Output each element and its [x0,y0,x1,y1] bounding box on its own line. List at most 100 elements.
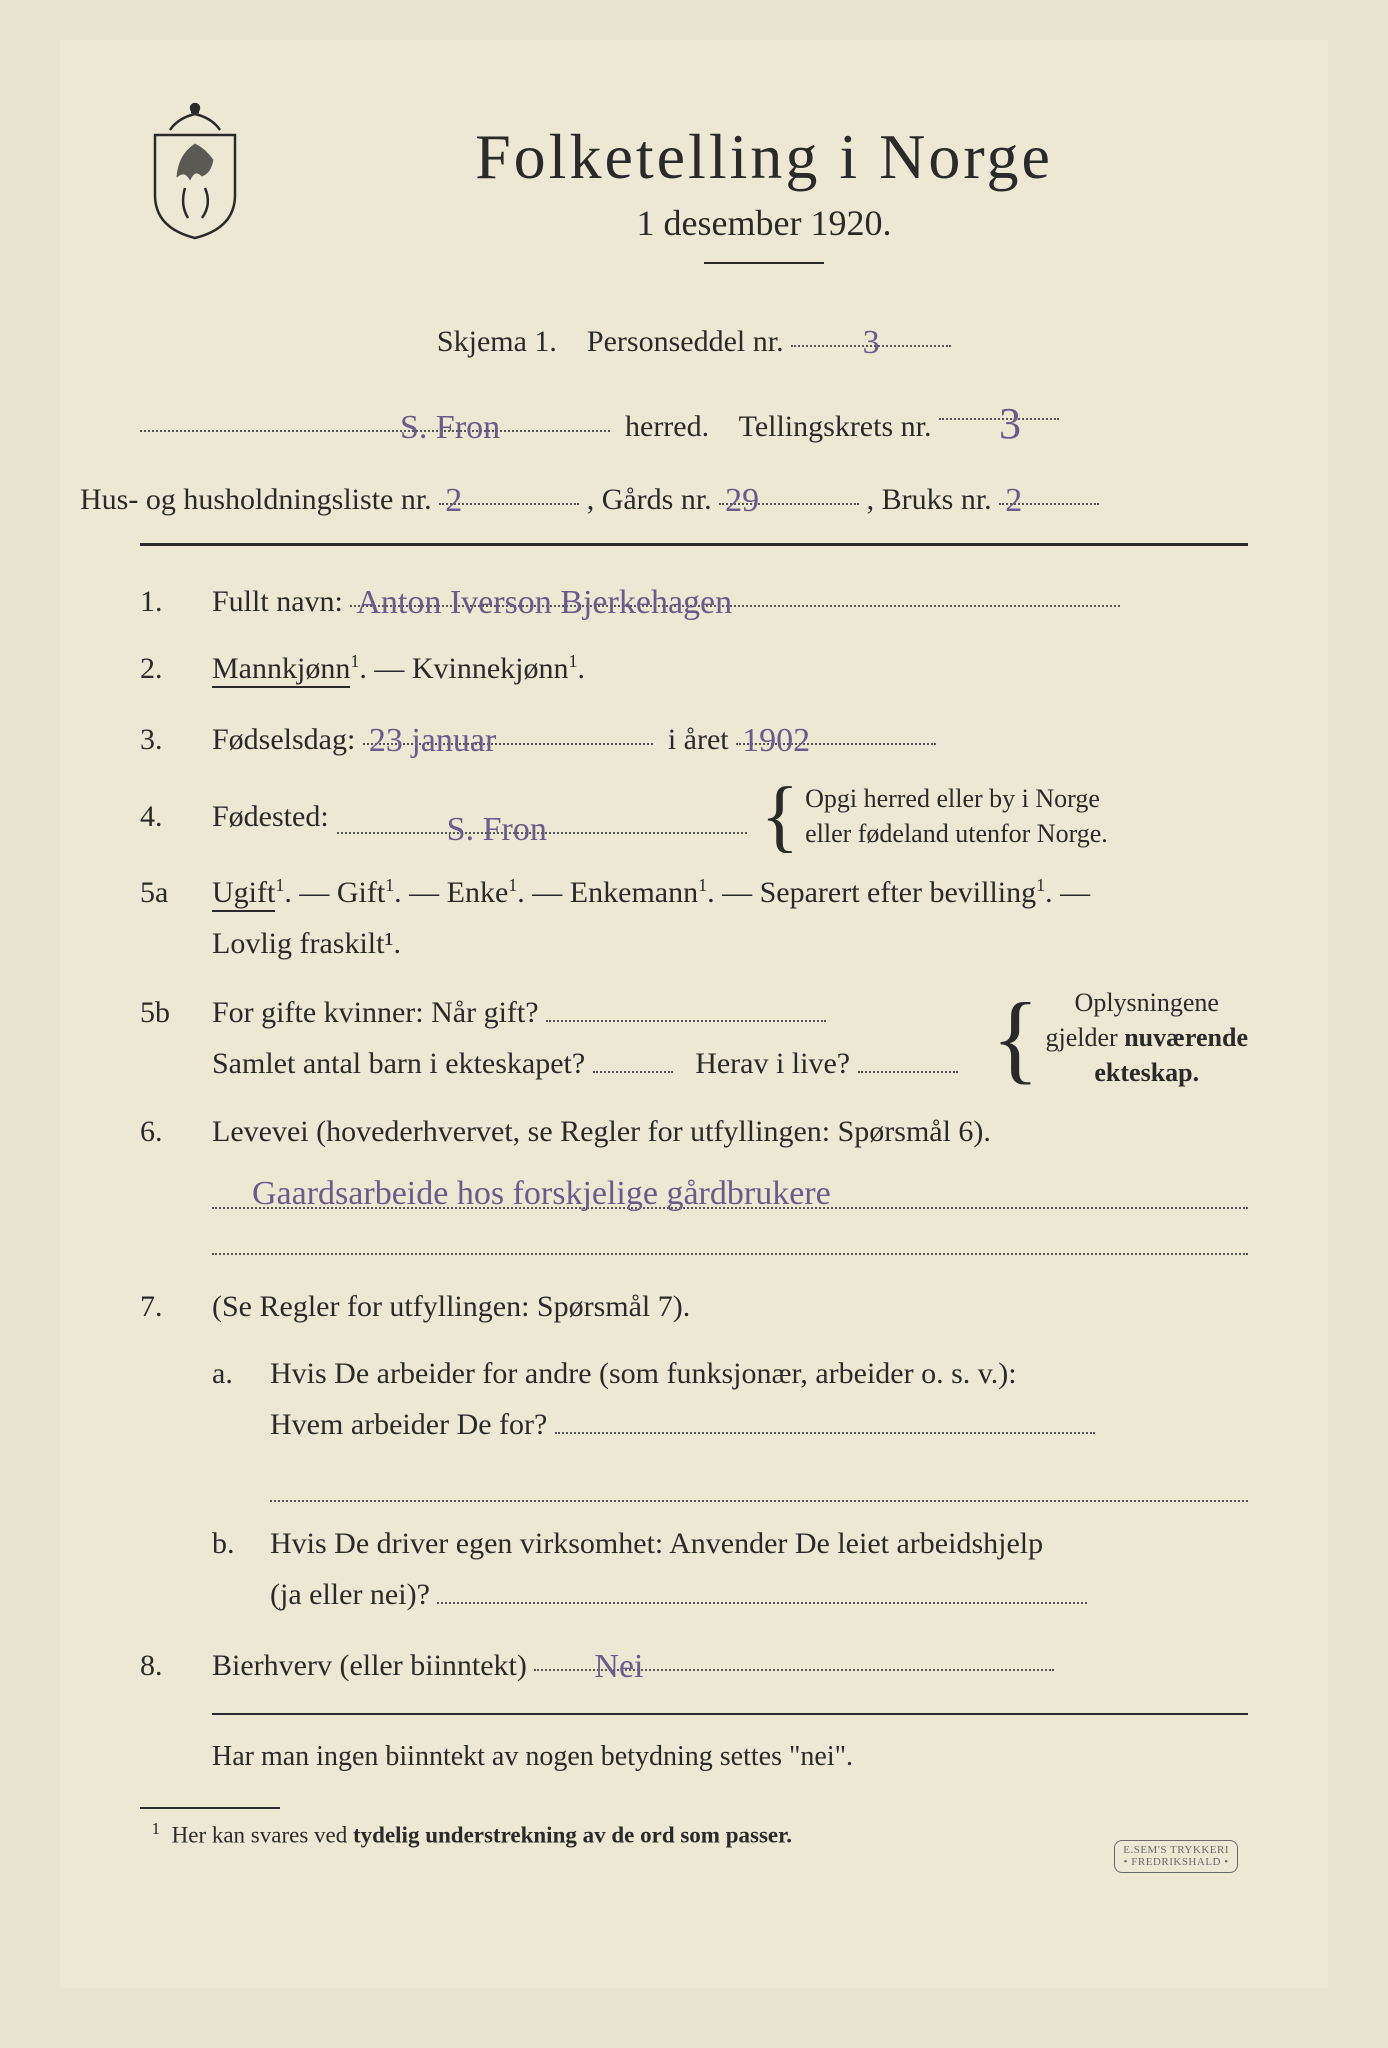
personseddel-field: 3 [791,312,951,347]
tellingskrets-field: 3 [939,385,1059,420]
q1: 1. Fullt navn: Anton Iverson Bjerkehagen [140,572,1248,627]
q7-num: 7. [140,1290,194,1324]
q7a-l2: Hvem arbeider De for? [270,1408,547,1441]
q5b-brace-l3: ekteskap. [1094,1058,1199,1087]
q5b-l2b: Herav i live? [695,1047,850,1080]
hus-liste-field: 2 [439,470,579,505]
q6-field-2 [212,1219,1248,1255]
q7b-body: Hvis De driver egen virksomhet: Anvender… [270,1518,1248,1620]
census-date: 1 desember 1920. [280,202,1248,244]
footnote-text-a: Her kan svares ved [172,1823,353,1848]
brace-left-icon: { [992,1013,1040,1063]
q2-kvinne: Kvinnekjønn [412,652,569,685]
q5b-brace-l2a: gjelder [1046,1023,1125,1052]
skjema-label: Skjema 1. [437,325,557,358]
stamp-l2: • FREDRIKSHALD • [1124,1856,1229,1868]
q2-mann: Mannkjønn [212,652,350,688]
q5b-brace: { Oplysningene gjelder nuværende ekteska… [986,985,1248,1090]
q4-body: Fødested: S. Fron { Opgi herred eller by… [212,781,1248,851]
q7b-l1: Hvis De driver egen virksomhet: Anvender… [270,1527,1043,1560]
q5b-l1a: For gifte kvinner: Når gift? [212,996,539,1029]
q8-num: 8. [140,1649,194,1683]
q5b-brace-l2b: nuværende [1124,1023,1248,1052]
q5a-line2: Lovlig fraskilt¹. [212,927,401,960]
q7a-field [555,1399,1095,1434]
q5b-num: 5b [140,996,194,1030]
q8-label: Bierhverv (eller biinntekt) [212,1649,527,1682]
q7a-num: a. [212,1357,252,1391]
q2-num: 2. [140,652,194,686]
q4: 4. Fødested: S. Fron { Opgi herred eller… [140,781,1248,851]
gards-field: 29 [719,470,859,505]
bruks-value: 2 [999,482,1028,519]
q7a-field-2 [270,1466,1248,1502]
q5b: 5b For gifte kvinner: Når gift? Samlet a… [140,985,1248,1090]
q5b-barn-field [593,1038,673,1073]
q3-year-value: 1902 [736,722,816,759]
q5a-options: Ugift1. — Gift1. — Enke1. — Enkemann1. —… [212,876,1090,909]
q8-field: Nei [534,1636,1054,1671]
q7a-body: Hvis De arbeider for andre (som funksjon… [270,1348,1248,1450]
q3-body: Fødselsdag: 23 januar i året 1902 [212,710,1248,765]
brace-left-icon: { [761,796,799,836]
q4-num: 4. [140,800,194,834]
q5b-live-field [858,1038,958,1073]
q4-brace: { Opgi herred eller by i Norge eller fød… [755,781,1108,851]
section-divider-1 [140,543,1248,546]
liste-line: Hus- og husholdningsliste nr. 2 , Gårds … [80,470,1248,525]
q4-brace-l2: eller fødeland utenfor Norge. [805,819,1108,848]
q1-field: Anton Iverson Bjerkehagen [350,572,1120,607]
q6: 6. Levevei (hovederhvervet, se Regler fo… [140,1106,1248,1157]
q6-label: Levevei (hovederhvervet, se Regler for u… [212,1115,991,1148]
gards-label: , Gårds nr. [587,483,712,516]
q7b-field [437,1569,1087,1604]
skjema-line: Skjema 1. Personseddel nr. 3 [140,312,1248,367]
personseddel-value: 3 [857,324,886,361]
q4-brace-text: Opgi herred eller by i Norge eller fødel… [805,781,1108,851]
q5b-l2a: Samlet antal barn i ekteskapet? [212,1047,585,1080]
title-divider [704,262,824,264]
tellingskrets-value: 3 [939,399,1027,448]
bruks-field: 2 [999,470,1099,505]
gards-value: 29 [719,482,765,519]
q8: 8. Bierhverv (eller biinntekt) Nei [140,1636,1248,1691]
census-form-page: Folketelling i Norge 1 desember 1920. Sk… [60,40,1328,1988]
q1-num: 1. [140,585,194,619]
q7a: a. Hvis De arbeider for andre (som funks… [212,1348,1248,1450]
q6-num: 6. [140,1115,194,1149]
q2-dot2: . [577,652,585,685]
q7b-l2: (ja eller nei)? [270,1578,430,1611]
header: Folketelling i Norge 1 desember 1920. [140,100,1248,294]
q5b-brace-l1: Oplysningene [1075,988,1219,1017]
q4-brace-l1: Opgi herred eller by i Norge [805,784,1100,813]
q3-num: 3. [140,723,194,757]
footnote: 1 Her kan svares ved tydelig understrekn… [140,1819,1248,1849]
q2-body: Mannkjønn1. — Kvinnekjønn1. [212,643,1248,694]
q3-year-label: i året [668,723,729,756]
q1-label: Fullt navn: [212,585,343,618]
q1-value: Anton Iverson Bjerkehagen [350,584,738,621]
herred-value: S. Fron [140,409,506,446]
hus-liste-label: Hus- og husholdningsliste nr. [80,483,432,516]
q2-sup1: 1 [350,651,359,671]
bruks-label: , Bruks nr. [867,483,992,516]
q4-field: S. Fron [337,799,747,834]
q6-value: Gaardsarbeide hos forskjelige gårdbruker… [212,1175,837,1212]
q5b-left: For gifte kvinner: Når gift? Samlet anta… [212,987,976,1089]
q3-label: Fødselsdag: [212,723,355,756]
q6-field: Gaardsarbeide hos forskjelige gårdbruker… [212,1173,1248,1209]
hus-liste-value: 2 [439,482,468,519]
footnote-text-b: tydelig understrekning av de ord som pas… [353,1823,792,1848]
tellingskrets-label: Tellingskrets nr. [739,410,932,443]
main-title: Folketelling i Norge [280,120,1248,194]
q5b-body: For gifte kvinner: Når gift? Samlet anta… [212,985,1248,1090]
q5a-num: 5a [140,876,194,910]
q3-day-field: 23 januar [363,710,653,745]
q4-label: Fødested: [212,791,329,842]
q3: 3. Fødselsdag: 23 januar i året 1902 [140,710,1248,765]
q2: 2. Mannkjønn1. — Kvinnekjønn1. [140,643,1248,694]
printer-stamp: E.SEM'S TRYKKERI • FREDRIKSHALD • [1114,1840,1238,1873]
q2-dash: — [374,652,412,685]
q8-body: Bierhverv (eller biinntekt) Nei [212,1636,1248,1691]
footnote-num: 1 [152,1819,161,1838]
